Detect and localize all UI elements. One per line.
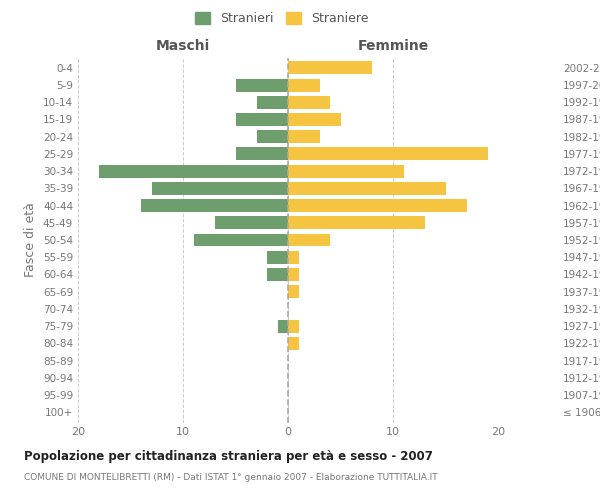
Bar: [288, 234, 330, 246]
Bar: [257, 96, 288, 108]
Bar: [288, 148, 487, 160]
Bar: [235, 148, 288, 160]
Bar: [288, 113, 341, 126]
Bar: [288, 320, 299, 332]
Bar: [215, 216, 288, 229]
Y-axis label: Fasce di età: Fasce di età: [25, 202, 37, 278]
Bar: [193, 234, 288, 246]
Bar: [288, 337, 299, 350]
Bar: [267, 251, 288, 264]
Bar: [151, 182, 288, 195]
Bar: [288, 78, 320, 92]
Bar: [235, 78, 288, 92]
Bar: [288, 62, 372, 74]
Bar: [267, 268, 288, 281]
Bar: [288, 285, 299, 298]
Bar: [288, 216, 425, 229]
Bar: [257, 130, 288, 143]
Bar: [141, 199, 288, 212]
Bar: [277, 320, 288, 332]
Bar: [235, 113, 288, 126]
Bar: [99, 164, 288, 177]
Text: Femmine: Femmine: [358, 38, 428, 52]
Bar: [288, 199, 467, 212]
Bar: [288, 268, 299, 281]
Legend: Stranieri, Straniere: Stranieri, Straniere: [190, 7, 374, 30]
Bar: [288, 251, 299, 264]
Bar: [288, 164, 404, 177]
Bar: [288, 182, 445, 195]
Text: COMUNE DI MONTELIBRETTI (RM) - Dati ISTAT 1° gennaio 2007 - Elaborazione TUTTITA: COMUNE DI MONTELIBRETTI (RM) - Dati ISTA…: [24, 472, 437, 482]
Text: Maschi: Maschi: [156, 38, 210, 52]
Bar: [288, 130, 320, 143]
Bar: [288, 96, 330, 108]
Text: Popolazione per cittadinanza straniera per età e sesso - 2007: Popolazione per cittadinanza straniera p…: [24, 450, 433, 463]
